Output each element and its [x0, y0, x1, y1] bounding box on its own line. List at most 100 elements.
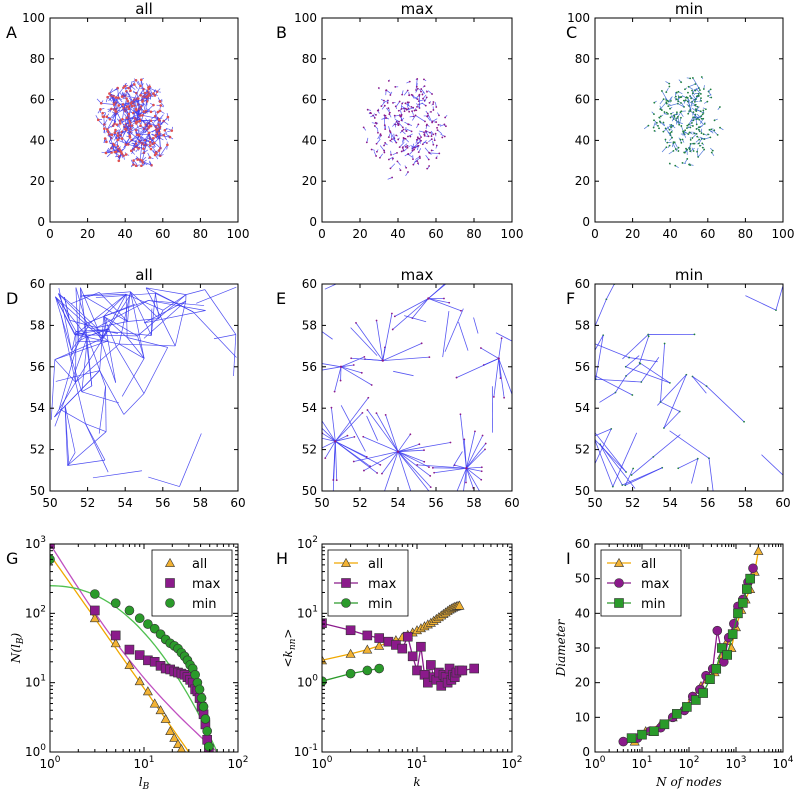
plot-area [643, 76, 724, 168]
plot-area [362, 78, 448, 180]
network-edge [625, 363, 641, 377]
network-edge [98, 386, 106, 434]
network-edge [116, 103, 131, 110]
data-point-min [717, 643, 727, 653]
network-node [415, 109, 418, 112]
network-node [409, 135, 412, 138]
data-point-max [712, 625, 723, 636]
data-point-min [143, 619, 153, 629]
legend-label: all [368, 557, 383, 572]
network-node [410, 106, 413, 108]
network-node [716, 134, 719, 136]
network-node [124, 127, 127, 131]
network-edge [129, 122, 131, 136]
network-node [665, 101, 668, 104]
network-edge [382, 342, 422, 361]
network-node [126, 99, 130, 103]
network-node [422, 97, 424, 100]
network-node [425, 96, 428, 99]
network-node [709, 136, 712, 139]
network-node [132, 163, 135, 166]
network-node [684, 88, 686, 91]
y-tick-label: 58 [302, 318, 317, 332]
data-point-min [733, 608, 743, 619]
x-tick-label: 0 [591, 227, 599, 241]
network-node [147, 131, 151, 135]
plot-area [50, 286, 237, 487]
network-node [669, 116, 672, 119]
network-node [709, 88, 712, 91]
axes-frame [321, 17, 513, 223]
network-node [591, 427, 593, 429]
panel-title: all [135, 266, 153, 284]
x-tick-label: 60 [775, 496, 790, 510]
network-node [435, 157, 438, 159]
data-point-min [626, 733, 637, 743]
network-node [671, 136, 673, 139]
network-node [362, 435, 365, 438]
network-edge [103, 316, 138, 337]
network-node [433, 471, 436, 474]
network-node [143, 91, 147, 95]
network-edge [660, 401, 680, 412]
network-node [684, 129, 687, 132]
network-node [414, 146, 416, 149]
network-node [394, 86, 397, 88]
network-edge [663, 124, 672, 132]
network-edge [54, 359, 76, 383]
network-node [669, 132, 672, 134]
network-node [401, 146, 404, 149]
network-edge [82, 291, 131, 296]
network-edge [109, 87, 118, 94]
network-edge [624, 468, 634, 486]
network-node [706, 100, 709, 103]
network-edge [689, 101, 693, 110]
network-edge [639, 336, 650, 363]
y-tick-label: 58 [575, 318, 590, 332]
network-node [389, 131, 392, 134]
network-node [99, 101, 103, 105]
tick-label: 100 [25, 743, 46, 759]
network-node [713, 119, 716, 122]
network-node [416, 463, 419, 466]
network-edge [70, 334, 76, 357]
x-tick-label: 56 [428, 496, 443, 510]
network-node [108, 117, 112, 121]
network-node [408, 80, 411, 83]
network-node [383, 124, 386, 127]
network-edge [127, 337, 168, 348]
network-node [132, 159, 135, 162]
network-edge [625, 467, 663, 486]
network-node [639, 362, 642, 365]
network-node [443, 297, 445, 300]
network-node [663, 342, 666, 345]
y-tick-label: 54 [30, 401, 45, 415]
network-edge [692, 376, 707, 394]
network-node [571, 462, 573, 464]
network-node [692, 142, 695, 145]
legend-marker-all [164, 557, 176, 567]
y-tick-label: 20 [302, 174, 317, 188]
network-node [383, 104, 386, 107]
network-node [412, 158, 414, 161]
network-edge [335, 435, 348, 442]
network-node [408, 110, 411, 113]
network-node [379, 463, 382, 466]
network-node [694, 104, 696, 107]
network-node [692, 119, 695, 122]
network-node [673, 114, 676, 117]
network-edge [434, 467, 467, 474]
network-node [436, 126, 438, 129]
network-node [144, 123, 147, 126]
network-edge [437, 129, 443, 135]
network-edge [691, 93, 697, 100]
network-node [387, 158, 390, 161]
network-node [108, 92, 111, 95]
network-node [149, 147, 153, 151]
network-edge [696, 88, 702, 95]
data-point-all [89, 613, 100, 623]
network-node [166, 115, 170, 119]
network-node [96, 118, 100, 122]
network-edge [103, 316, 117, 348]
network-node [373, 117, 376, 119]
